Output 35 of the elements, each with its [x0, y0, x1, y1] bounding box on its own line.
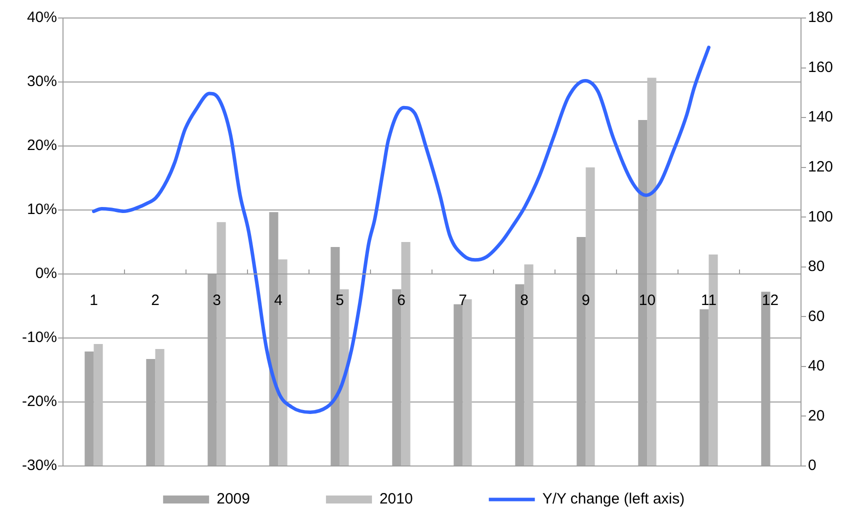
- x-tick-label: 5: [336, 292, 344, 310]
- y-tick-label: -10%: [22, 329, 57, 346]
- legend-label: Y/Y change (left axis): [542, 490, 685, 508]
- bar: [94, 344, 103, 466]
- x-tick-label: 12: [762, 292, 779, 310]
- y-tick-label: 0%: [35, 265, 57, 282]
- x-tick-label: 6: [397, 292, 406, 310]
- x-tick-label: 8: [520, 292, 528, 310]
- x-tick-label: 1: [90, 292, 98, 310]
- y2-tick-label: 160: [808, 58, 834, 76]
- x-tick-label: 4: [274, 292, 282, 310]
- y2-tick-label: 120: [808, 158, 834, 176]
- x-tick-label: 7: [458, 292, 467, 310]
- x-tick-label: 10: [638, 292, 656, 310]
- x-tick-label: 11: [700, 292, 717, 310]
- y2-tick-label: 60: [808, 308, 825, 325]
- x-tick-label: 2: [151, 292, 160, 310]
- y-tick-label: 40%: [26, 9, 57, 26]
- y2-tick-label: 40: [808, 358, 825, 375]
- x-tick-label: 9: [582, 292, 590, 310]
- legend-label: 2010: [379, 490, 413, 508]
- x-tick-label: 3: [212, 292, 221, 310]
- y2-tick-label: 180: [808, 9, 834, 26]
- bar: [155, 349, 164, 466]
- y2-tick-label: 0: [808, 457, 816, 474]
- y-tick-label: 20%: [26, 137, 57, 154]
- y2-tick-label: 80: [808, 258, 825, 276]
- y-tick-label: -20%: [22, 393, 57, 410]
- y2-tick-label: 100: [808, 208, 834, 226]
- y-tick-label: 30%: [26, 73, 57, 90]
- y-tick-label: 10%: [26, 201, 57, 218]
- y2-tick-label: 140: [808, 108, 834, 126]
- legend-label: 2009: [216, 490, 250, 508]
- y-tick-label: -30%: [22, 457, 57, 474]
- y2-tick-label: 20: [808, 407, 825, 424]
